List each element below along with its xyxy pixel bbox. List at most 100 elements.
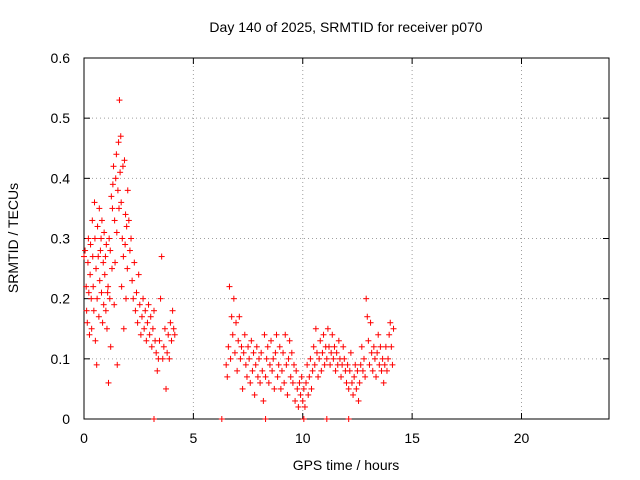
data-point [161, 325, 168, 332]
data-point [240, 349, 247, 356]
data-point [315, 373, 322, 380]
data-point [107, 247, 114, 254]
data-point [262, 373, 269, 380]
data-point [168, 337, 175, 344]
data-point [329, 331, 336, 338]
data-point [166, 355, 173, 362]
data-point [145, 301, 152, 308]
data-point [284, 391, 291, 398]
data-point [160, 343, 167, 350]
data-point [323, 355, 330, 362]
data-point [323, 416, 330, 422]
data-point [99, 319, 106, 326]
data-point [344, 361, 351, 368]
data-point [299, 397, 306, 404]
data-point [275, 361, 282, 368]
data-point [102, 307, 109, 314]
data-point [126, 247, 133, 254]
data-point [225, 343, 232, 350]
data-point [235, 337, 242, 344]
data-point [109, 181, 116, 188]
data-point [354, 367, 361, 374]
data-point [388, 343, 395, 350]
data-point [88, 295, 95, 302]
data-point [130, 295, 137, 302]
data-point [144, 319, 151, 326]
data-point [356, 379, 363, 386]
data-point [340, 343, 347, 350]
data-point [366, 361, 373, 368]
data-point [251, 391, 258, 398]
data-point [228, 313, 235, 320]
data-point [293, 367, 300, 374]
data-point [223, 361, 230, 368]
data-point [167, 319, 174, 326]
data-point [112, 175, 119, 182]
data-point [234, 367, 241, 374]
data-point [96, 205, 103, 212]
data-point [350, 391, 357, 398]
data-point [289, 379, 296, 386]
data-point [129, 277, 136, 284]
data-point [268, 337, 275, 344]
data-point [107, 343, 114, 350]
data-point [276, 343, 283, 350]
x-tick-label: 0 [80, 430, 88, 446]
data-point [83, 307, 90, 314]
data-point [298, 373, 305, 380]
data-point [380, 379, 387, 386]
data-point [277, 385, 284, 392]
data-point [104, 289, 111, 296]
data-point [301, 403, 308, 410]
data-point [114, 187, 121, 194]
data-point [339, 361, 346, 368]
data-point [132, 307, 139, 314]
data-points [81, 97, 397, 422]
data-point [106, 235, 113, 242]
data-point [300, 416, 307, 422]
data-point [83, 283, 90, 290]
y-tick-label: 0.1 [51, 351, 71, 367]
data-point [256, 355, 262, 362]
data-point [113, 151, 120, 158]
data-point [316, 355, 323, 362]
data-point [123, 295, 129, 302]
data-point [253, 343, 260, 350]
data-point [278, 367, 285, 374]
data-point [135, 271, 142, 278]
data-point [84, 319, 91, 326]
data-point [101, 229, 108, 236]
data-point [116, 97, 123, 104]
data-point [98, 235, 105, 242]
data-point [249, 367, 256, 374]
y-axis-label: SRMTID / TECUs [5, 183, 21, 293]
data-point [118, 283, 125, 290]
data-point [358, 343, 365, 350]
data-point [245, 343, 252, 350]
data-point [367, 319, 374, 326]
y-tick-label: 0.5 [51, 110, 71, 126]
data-point [310, 343, 317, 350]
chart-title: Day 140 of 2025, SRMTID for receiver p07… [209, 19, 482, 35]
data-point [389, 361, 396, 368]
data-point [272, 349, 279, 356]
data-point [138, 313, 145, 320]
data-point [357, 361, 364, 368]
data-point [98, 289, 105, 296]
x-tick-label: 20 [514, 430, 530, 446]
data-point [252, 361, 259, 368]
y-tick-label: 0.2 [51, 291, 71, 307]
data-point [92, 337, 99, 344]
data-point [250, 349, 257, 356]
data-point [89, 217, 96, 224]
axis-ticks: 0 5 10 15 20 0 0.1 0.2 0.3 0.4 0.5 0.6 [51, 50, 609, 446]
data-point [158, 253, 165, 260]
data-point [169, 307, 176, 314]
data-point [106, 295, 113, 302]
data-point [134, 319, 141, 326]
data-point [81, 253, 87, 260]
data-point [111, 217, 118, 224]
data-point [103, 325, 110, 332]
data-point [103, 241, 110, 248]
